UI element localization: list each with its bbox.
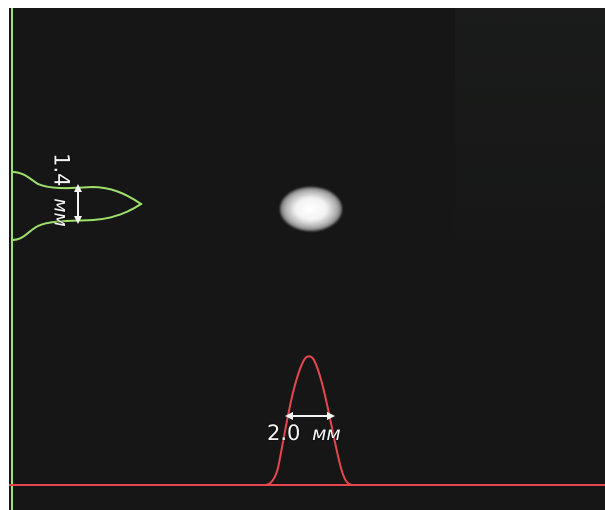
horizontal-profile-curve: [9, 355, 605, 486]
vertical-width-unit: мм: [49, 198, 72, 227]
vertical-width-value: 1.4: [49, 153, 74, 187]
vertical-width-arrow-icon: [74, 184, 82, 192]
beam-spot: [280, 187, 342, 231]
horizontal-width-arrow-icon: [285, 412, 293, 420]
vertical-width-arrow-icon: [74, 216, 82, 224]
horizontal-width-label: 2.0 мм: [267, 423, 341, 444]
horizontal-width-value: 2.0: [267, 421, 301, 445]
vertical-width-label: 1.4 мм: [49, 153, 74, 227]
background-structure: [455, 8, 605, 268]
horizontal-width-arrow-icon: [327, 412, 335, 420]
beam-image-area: [9, 8, 605, 510]
horizontal-width-unit: мм: [312, 423, 341, 445]
vertical-profile-curve: [11, 171, 143, 241]
